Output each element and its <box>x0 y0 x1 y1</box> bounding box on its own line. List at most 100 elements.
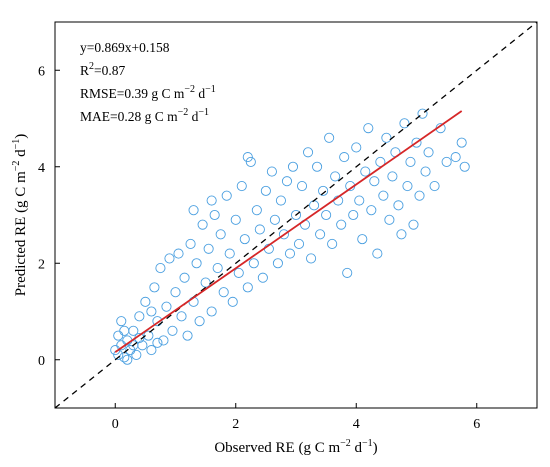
text-part: =0.87 <box>94 63 125 78</box>
point <box>131 349 142 360</box>
point <box>209 209 220 221</box>
superscript: −1 <box>362 438 373 449</box>
point <box>321 209 332 221</box>
point <box>173 248 184 259</box>
point <box>116 316 127 327</box>
text-part: d <box>13 149 29 161</box>
point <box>381 132 392 143</box>
text-part: y=0.869x+0.158 <box>80 40 170 55</box>
point <box>149 282 160 293</box>
point <box>315 229 326 240</box>
point <box>411 137 422 148</box>
text-part: ) <box>13 134 29 139</box>
point <box>185 238 196 249</box>
annotation: R2=0.87 <box>80 61 126 78</box>
point <box>402 180 413 192</box>
point <box>140 296 151 307</box>
point <box>248 258 259 269</box>
point <box>113 330 124 341</box>
annotation: y=0.869x+0.158 <box>80 40 170 55</box>
y-tick-label: 2 <box>38 257 45 272</box>
y-axis-label: Predicted RE (g C m−2 d−1) <box>11 134 29 297</box>
point <box>456 137 467 148</box>
annotation: MAE=0.28 g C m−2 d−1 <box>80 107 209 124</box>
point <box>134 311 145 322</box>
superscript: −2 <box>184 84 195 95</box>
point <box>318 185 329 196</box>
point <box>287 161 299 172</box>
point <box>284 248 296 259</box>
point <box>393 200 404 211</box>
text-part: Observed RE (g C m <box>214 440 340 456</box>
point <box>152 337 163 348</box>
point <box>293 238 305 249</box>
point <box>224 248 235 259</box>
plot-frame <box>54 21 538 409</box>
point <box>251 205 262 216</box>
point <box>396 229 407 240</box>
point <box>206 306 217 317</box>
point <box>257 272 268 283</box>
point <box>414 190 425 201</box>
point <box>450 152 461 163</box>
x-tick-label: 6 <box>473 417 480 432</box>
superscript: −2 <box>11 161 22 172</box>
point <box>408 219 419 230</box>
fit-line <box>114 110 463 353</box>
point <box>266 166 277 177</box>
point <box>242 282 253 293</box>
point <box>327 238 338 249</box>
x-axis-label: Observed RE (g C m−2 d−1) <box>214 438 377 456</box>
superscript: −2 <box>340 438 351 449</box>
point <box>167 325 178 336</box>
point <box>146 306 157 317</box>
text-part: d <box>351 440 363 456</box>
text-part: Predicted RE (g C m <box>13 171 29 296</box>
point <box>375 156 386 167</box>
point <box>227 296 238 307</box>
point <box>272 258 283 269</box>
point <box>351 142 362 153</box>
point <box>269 214 280 225</box>
text-part: d <box>188 109 198 124</box>
point <box>363 123 374 134</box>
x-tick-label: 4 <box>353 417 360 432</box>
point <box>281 176 293 187</box>
x-tick-label: 2 <box>232 417 239 432</box>
annotation: RMSE=0.39 g C m−2 d−1 <box>80 84 216 101</box>
superscript: 2 <box>89 61 94 72</box>
point <box>459 161 470 172</box>
point <box>369 176 380 187</box>
point <box>110 345 121 356</box>
point <box>239 234 250 245</box>
point <box>218 287 229 298</box>
point <box>215 229 226 240</box>
point <box>339 152 350 163</box>
point <box>306 253 317 264</box>
point <box>399 118 410 129</box>
point <box>296 180 308 192</box>
point <box>324 132 335 143</box>
point <box>302 147 314 158</box>
point <box>176 311 187 322</box>
point <box>429 180 440 192</box>
point <box>348 209 359 221</box>
point <box>188 205 199 216</box>
text-part: RMSE=0.39 g C m <box>80 86 185 101</box>
point <box>366 205 377 216</box>
point <box>206 195 217 206</box>
point <box>212 263 223 274</box>
y-tick-label: 4 <box>38 161 45 176</box>
point <box>146 345 157 356</box>
point <box>236 180 247 192</box>
one-to-one-line <box>55 22 537 408</box>
point <box>260 185 271 196</box>
point <box>122 354 133 365</box>
point <box>384 214 395 225</box>
point <box>357 234 368 245</box>
point <box>312 161 323 172</box>
point <box>423 147 434 158</box>
point <box>194 316 205 327</box>
y-tick-label: 6 <box>38 64 45 79</box>
x-tick-label: 0 <box>112 417 119 432</box>
